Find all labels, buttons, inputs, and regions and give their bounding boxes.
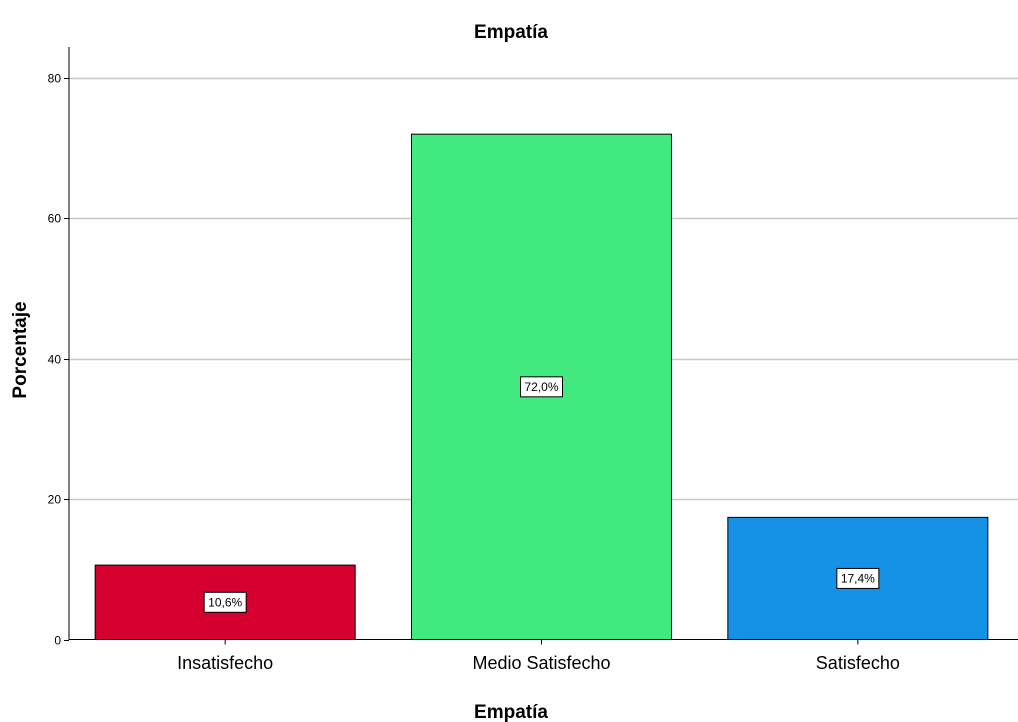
x-axis-title: Empatía — [474, 702, 548, 722]
data-label: 10,6% — [203, 591, 247, 613]
data-label-text: 72,0% — [524, 380, 558, 394]
y-tick-label: 20 — [48, 493, 62, 507]
data-label-box — [203, 591, 247, 613]
data-labels: 10,6% 72,0% 17,4% — [203, 376, 880, 613]
x-tick-label: Medio Satisfecho — [472, 653, 610, 673]
y-tick-label: 40 — [48, 353, 62, 367]
data-label-box — [520, 376, 563, 398]
y-tick-labels: 0 20 40 60 80 — [48, 72, 69, 648]
data-label-text: 10,6% — [208, 595, 242, 609]
data-label-box — [836, 567, 880, 589]
x-tick-label: Insatisfecho — [177, 653, 273, 673]
y-tick-label: 60 — [48, 212, 62, 226]
y-tick-label: 0 — [54, 634, 61, 648]
data-label: 17,4% — [836, 567, 880, 589]
x-tick-labels: Insatisfecho Medio Satisfecho Satisfecho — [177, 639, 900, 673]
y-axis-title: Porcentaje — [10, 301, 31, 398]
axes — [68, 47, 1018, 640]
data-label: 72,0% — [520, 376, 563, 398]
y-tick-label: 80 — [48, 72, 62, 86]
x-tick-label: Satisfecho — [816, 653, 900, 673]
data-label-text: 17,4% — [841, 571, 875, 585]
chart-title: Empatía — [474, 22, 548, 43]
